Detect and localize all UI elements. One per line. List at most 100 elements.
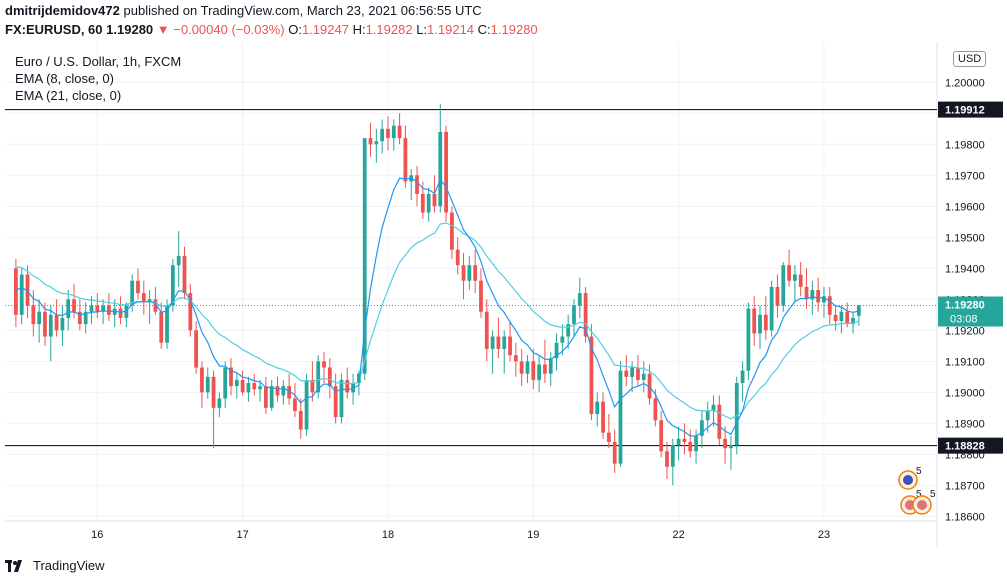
- candle-body: [298, 410, 303, 430]
- candle-body: [519, 361, 524, 374]
- candle-body: [781, 265, 786, 306]
- candle-body: [467, 265, 472, 281]
- candle-body: [170, 265, 175, 306]
- candle-body: [246, 383, 251, 393]
- candle-body: [415, 175, 419, 194]
- legend-ema21[interactable]: EMA (21, close, 0): [15, 88, 122, 103]
- y-tick-label: 1.19500: [945, 232, 985, 244]
- candle-body: [484, 311, 489, 349]
- level-price-tag: [938, 437, 1003, 454]
- candle-body: [682, 438, 687, 442]
- symbol-info: FX:EURUSD, 60 1.19280 ▼ −0.00040 (−0.03%…: [5, 22, 538, 37]
- candle-body: [461, 265, 466, 281]
- candle-body: [577, 293, 582, 306]
- y-tick-label: 1.19000: [945, 387, 985, 399]
- candle-body: [432, 193, 437, 207]
- candle-body: [502, 336, 507, 349]
- candle-body: [496, 336, 501, 349]
- ema21-line: [15, 222, 859, 420]
- candle-body: [293, 398, 297, 411]
- candle-body: [60, 317, 65, 331]
- candle-body: [746, 308, 751, 371]
- candle-body: [822, 296, 826, 303]
- candle-body: [310, 379, 315, 393]
- footer-brand[interactable]: TradingView: [5, 558, 105, 573]
- candle-body: [83, 311, 88, 325]
- candle-body: [601, 401, 605, 433]
- candle-body: [537, 364, 541, 380]
- candle-body: [48, 314, 53, 337]
- y-tick-label: 1.19700: [945, 170, 985, 182]
- candle-body: [374, 141, 379, 145]
- y-tick-label: 1.19100: [945, 356, 985, 368]
- candle-body: [729, 445, 733, 449]
- candle-body: [508, 336, 512, 356]
- candle-body: [798, 274, 803, 287]
- candle-body: [444, 131, 448, 213]
- candle-body: [287, 386, 292, 399]
- candle-body: [618, 370, 623, 464]
- candle-body: [659, 420, 664, 452]
- author-name[interactable]: dmitrijdemidov472: [5, 3, 120, 18]
- candle-body: [165, 305, 169, 343]
- tradingview-logo-icon: [5, 559, 27, 573]
- candle-body: [322, 361, 326, 368]
- x-tick-label: 18: [382, 529, 394, 541]
- level-price-tag: [938, 101, 1003, 118]
- candle-body: [14, 268, 18, 315]
- candle-body: [548, 358, 553, 374]
- candle-body: [124, 305, 129, 318]
- candle-body: [694, 435, 698, 452]
- candle-body: [101, 305, 105, 312]
- candle-body: [851, 317, 855, 325]
- candle-body: [606, 432, 611, 442]
- candle-body: [240, 379, 245, 393]
- y-tick-label: 1.18700: [945, 480, 985, 492]
- close-label: C:: [477, 22, 491, 37]
- candle-body: [159, 311, 164, 343]
- candle-body: [211, 376, 216, 408]
- candle-body: [316, 361, 321, 393]
- ema8-line: [15, 177, 859, 437]
- candle-body: [804, 286, 809, 300]
- publish-info: dmitrijdemidov472 published on TradingVi…: [5, 3, 482, 18]
- candle-body: [205, 376, 210, 393]
- candle-body: [95, 305, 100, 312]
- candle-body: [612, 441, 617, 464]
- currency-button[interactable]: USD: [953, 51, 987, 67]
- event-count-label: 5: [916, 489, 922, 500]
- candle-body: [554, 342, 559, 359]
- low-value: 1.19214: [427, 22, 475, 37]
- brand-text: TradingView: [33, 558, 105, 573]
- candle-body: [775, 286, 780, 306]
- candle-body: [630, 367, 635, 377]
- published-text: published on TradingView.com, March 23, …: [123, 3, 482, 18]
- open-label: O:: [288, 22, 302, 37]
- y-tick-label: 1.20000: [945, 77, 985, 89]
- candle-body: [641, 373, 646, 380]
- candle-body: [705, 410, 710, 421]
- y-tick-label: 1.19400: [945, 263, 985, 275]
- candle-body: [711, 404, 716, 411]
- x-tick-label: 23: [818, 529, 830, 541]
- candle-body: [473, 265, 478, 281]
- candle-body: [763, 314, 768, 331]
- flag-center-icon: [903, 475, 913, 485]
- current-price-label: 1.19280: [945, 300, 985, 312]
- candle-body: [194, 330, 199, 368]
- candle-body: [531, 361, 536, 380]
- candle-body: [357, 373, 361, 384]
- candle-body: [141, 293, 146, 303]
- candle-body: [583, 293, 588, 337]
- candle-body: [450, 212, 454, 250]
- flag-center-icon: [905, 500, 915, 510]
- candle-body: [229, 367, 233, 387]
- candle-body: [258, 386, 262, 390]
- symbol-label: FX:EURUSD, 60: [5, 22, 103, 37]
- candle-body: [455, 249, 460, 266]
- candle-body: [77, 311, 82, 325]
- candle-body: [688, 441, 693, 452]
- candle-body: [595, 401, 600, 415]
- legend-ema8[interactable]: EMA (8, close, 0): [15, 71, 114, 86]
